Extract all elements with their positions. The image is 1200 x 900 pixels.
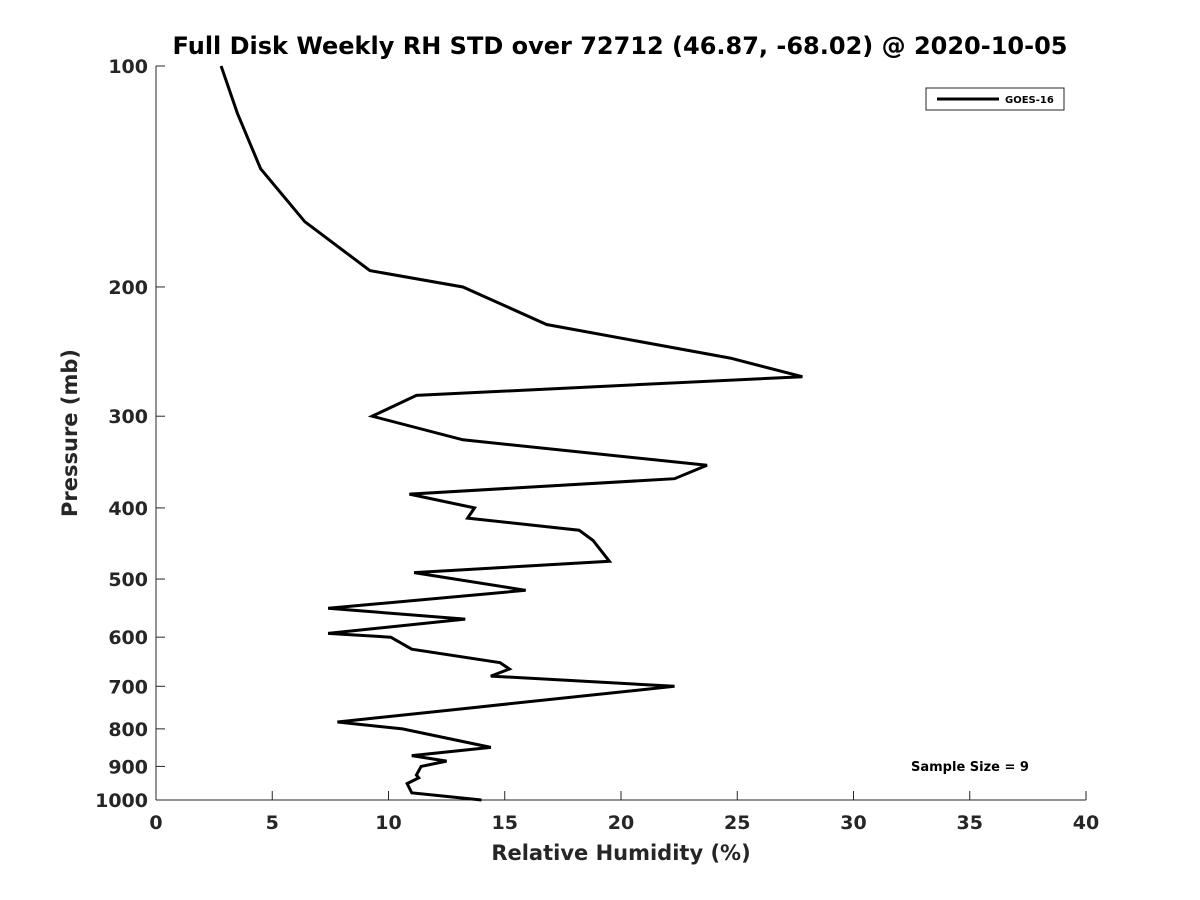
y-tick-label: 1000 <box>95 790 148 812</box>
sample-size-annotation: Sample Size = 9 <box>911 760 1029 775</box>
chart-title: Full Disk Weekly RH STD over 72712 (46.8… <box>173 32 1068 60</box>
y-tick-label: 100 <box>108 56 148 78</box>
y-axis-ticks: 100 200 300 400 500 600 700 800 900 1000 <box>95 56 165 812</box>
x-tick-label: 35 <box>957 812 983 834</box>
y-tick-label: 200 <box>108 277 148 299</box>
x-axis-label: Relative Humidity (%) <box>491 841 750 865</box>
y-tick-label: 400 <box>108 498 148 520</box>
y-tick-label: 900 <box>108 756 148 778</box>
x-tick-label: 40 <box>1073 812 1099 834</box>
y-tick-label: 700 <box>108 676 148 698</box>
x-tick-label: 15 <box>492 812 518 834</box>
legend: GOES-16 <box>925 87 1065 111</box>
x-tick-label: 0 <box>149 812 162 834</box>
x-tick-label: 20 <box>608 812 634 834</box>
y-axis-label: Pressure (mb) <box>58 349 82 517</box>
y-tick-label: 600 <box>108 627 148 649</box>
x-tick-label: 25 <box>724 812 750 834</box>
legend-label: GOES-16 <box>1005 95 1054 106</box>
x-tick-label: 30 <box>840 812 866 834</box>
y-tick-label: 500 <box>108 569 148 591</box>
y-tick-label: 300 <box>108 406 148 428</box>
x-axis-ticks: 0 5 10 15 20 25 30 35 40 <box>149 791 1099 834</box>
y-tick-label: 800 <box>108 719 148 741</box>
x-tick-label: 5 <box>266 812 279 834</box>
x-tick-label: 10 <box>375 812 401 834</box>
series-line-goes-16 <box>219 65 803 802</box>
